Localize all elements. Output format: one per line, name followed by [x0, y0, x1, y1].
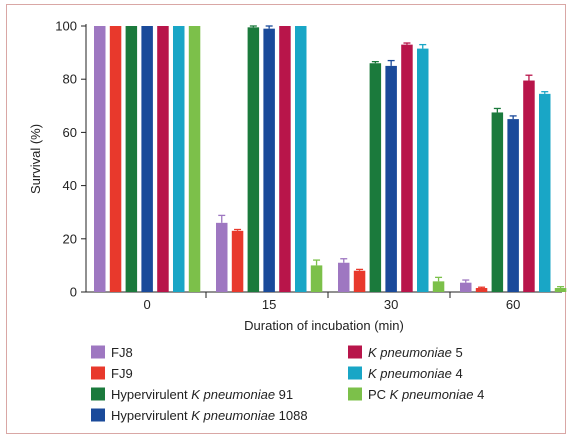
legend-label: Hypervirulent K pneumoniae 91 — [111, 387, 293, 402]
legend-swatch — [91, 345, 105, 359]
bar — [353, 270, 366, 292]
x-tick-label: 15 — [262, 297, 276, 312]
bar — [369, 63, 382, 292]
bar — [310, 265, 323, 292]
y-tick-label: 100 — [55, 19, 77, 34]
legend-label: K pneumoniae 5 — [368, 345, 463, 360]
bar — [401, 44, 413, 293]
bar — [263, 28, 275, 292]
bar — [216, 222, 228, 292]
legend-swatch — [348, 345, 362, 359]
bar — [295, 26, 307, 292]
legend-swatch — [91, 366, 105, 380]
y-axis-title: Survival (%) — [28, 124, 43, 194]
bars-layer — [94, 25, 567, 293]
bar — [173, 26, 185, 292]
bar — [141, 26, 153, 292]
legend-label: FJ8 — [111, 345, 133, 360]
bar — [507, 119, 519, 292]
legend-label: Hypervirulent K pneumoniae 1088 — [111, 408, 308, 423]
legend-swatch — [348, 366, 362, 380]
legend: FJ8 FJ9 Hypervirulent K pneumoniae 91 Hyper… — [91, 345, 484, 423]
x-tick-label: 60 — [506, 297, 520, 312]
bar — [432, 281, 445, 292]
bar — [188, 26, 201, 292]
y-tick-label: 40 — [63, 178, 77, 193]
bar — [94, 26, 106, 292]
legend-swatch — [91, 387, 105, 401]
bar — [385, 65, 397, 293]
legend-label: PC K pneumoniae 4 — [368, 387, 484, 402]
bar — [338, 262, 350, 292]
bar — [475, 288, 488, 292]
legend-swatch — [91, 408, 105, 422]
bar — [539, 93, 551, 292]
bar — [157, 26, 169, 292]
axes-layer — [81, 24, 562, 298]
tick-labels-layer: 0 20 40 60 80 100 0 15 30 60 — [55, 19, 520, 313]
bar — [231, 230, 244, 292]
bar — [554, 288, 567, 292]
y-tick-label: 20 — [63, 231, 77, 246]
x-axis-title: Duration of incubation (min) — [244, 318, 404, 333]
bar — [523, 80, 535, 292]
legend-label: FJ9 — [111, 366, 133, 381]
figure-frame — [6, 4, 566, 434]
y-tick-label: 60 — [63, 125, 77, 140]
bar — [279, 26, 291, 292]
bar — [417, 48, 429, 292]
bar — [125, 26, 138, 292]
bar — [247, 27, 260, 293]
bar — [491, 112, 504, 292]
y-tick-label: 80 — [63, 72, 77, 87]
legend-label: K pneumoniae 4 — [368, 366, 463, 381]
bar — [109, 26, 122, 292]
y-tick-label: 0 — [70, 285, 77, 300]
bar — [460, 282, 472, 292]
x-tick-label: 30 — [384, 297, 398, 312]
legend-swatch — [348, 387, 362, 401]
x-tick-label: 0 — [144, 297, 151, 312]
